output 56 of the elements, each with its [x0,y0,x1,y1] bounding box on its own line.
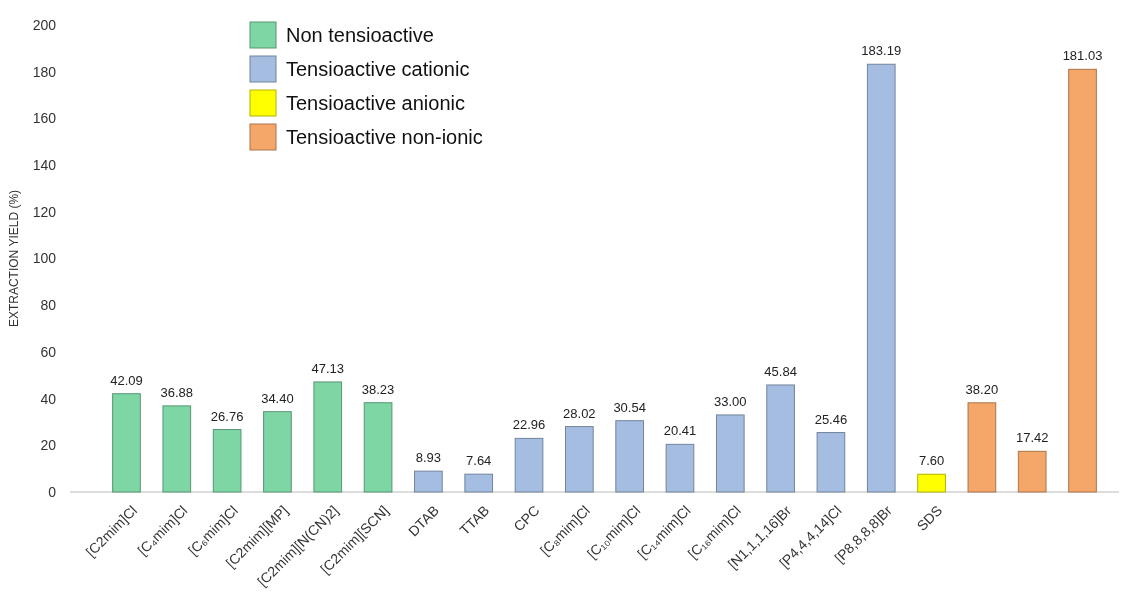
text: 38.23 [361,381,395,397]
y-axis-title: EXTRACTION YIELD (%) [7,189,21,328]
y-tick-label: 80 [40,297,57,314]
text: 17.42 [1015,430,1049,446]
text: 25.46 [814,411,848,427]
bar [162,405,192,493]
text: 26.76 [210,408,244,424]
y-tick-label: 160 [32,110,57,127]
y-tick-label: 180 [32,63,57,80]
text: 181.03 [1062,48,1103,64]
y-tick-label: 140 [32,157,57,173]
bar [514,437,544,493]
text: 183.19 [861,43,902,59]
legend-label: Tensioactive non-ionic [286,126,483,148]
text: 36.88 [160,384,194,400]
text: 47.13 [311,360,345,376]
text: 34.40 [261,390,294,406]
bar [615,420,644,493]
y-tick-label: 100 [32,250,57,267]
text: 30.54 [613,399,646,415]
y-tick-label: 60 [40,343,57,360]
text: 45.84 [764,363,797,379]
y-tick-label: 120 [32,203,57,220]
bar [313,381,343,493]
bar [866,63,896,493]
bar [263,411,292,493]
bar [665,443,695,493]
y-tick-label: 0 [48,483,57,500]
text: 38.20 [965,381,999,397]
bar [464,473,494,493]
text: 7.64 [466,453,492,469]
y-tick-label: 20 [40,437,57,454]
bar [565,426,594,493]
bar [1017,450,1047,493]
bar [816,432,846,493]
legend-label: Tensioactive cationic [286,58,470,80]
bar [112,393,141,493]
text: 33.00 [714,393,747,409]
text: 28.02 [563,405,596,421]
legend-label: Non tensioactive [286,24,434,46]
bar [967,402,997,493]
y-tick-label: 40 [40,390,57,407]
text: 20.41 [663,423,697,439]
text: 22.96 [512,417,546,433]
bar [715,414,745,493]
y-tick-label: 200 [32,16,57,33]
bar [1068,68,1097,493]
bar [917,473,946,493]
bar [363,402,393,493]
text: 8.93 [415,450,442,466]
bar [766,384,795,493]
text: 42.09 [110,372,143,388]
legend-label: Tensioactive anionic [286,92,465,114]
text: 7.60 [918,453,945,469]
bar [212,429,242,493]
bar [414,470,443,493]
